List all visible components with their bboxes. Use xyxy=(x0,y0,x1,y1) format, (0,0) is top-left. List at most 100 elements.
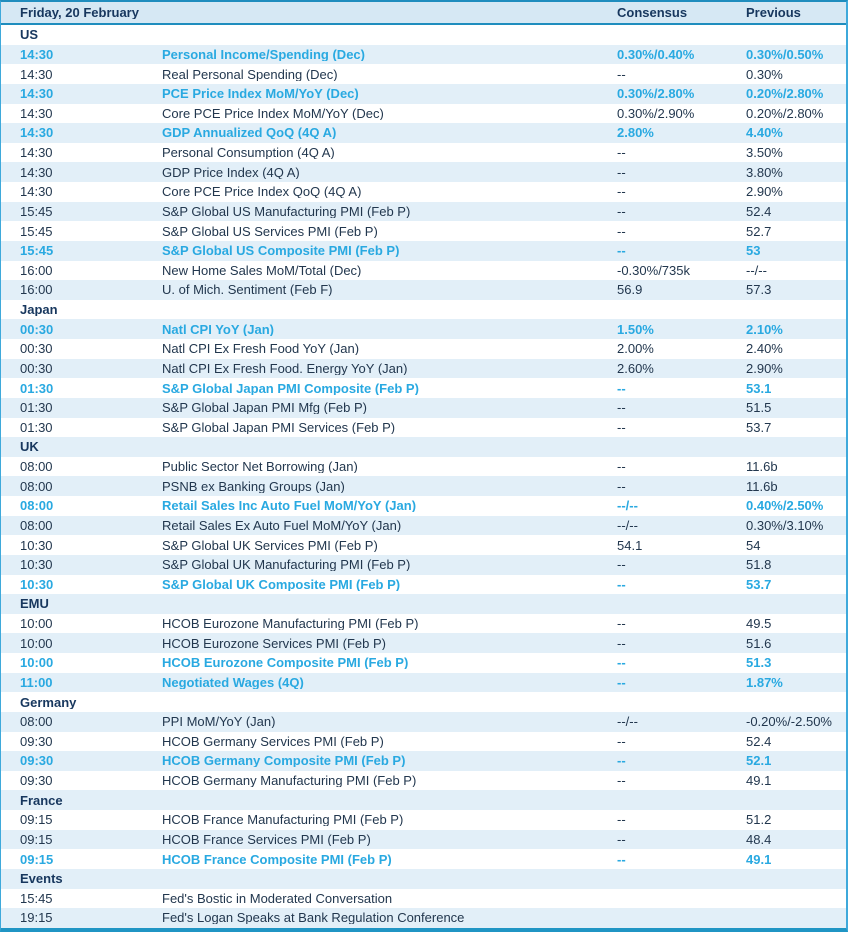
date-title: Friday, 20 February xyxy=(20,6,139,19)
consensus-cell: --/-- xyxy=(617,518,638,532)
time-cell: 09:30 xyxy=(20,754,54,768)
previous-cell: 52.1 xyxy=(746,754,772,768)
table-row: 15:45 S&P Global US Services PMI (Feb P)… xyxy=(1,221,846,241)
previous-cell: 2.90% xyxy=(746,361,783,375)
consensus-cell: 0.30%/0.40% xyxy=(617,47,695,61)
table-row: 10:30 S&P Global UK Composite PMI (Feb P… xyxy=(1,575,846,595)
event-cell: PPI MoM/YoY (Jan) xyxy=(162,715,276,729)
event-cell: Real Personal Spending (Dec) xyxy=(162,67,338,81)
consensus-cell: --/-- xyxy=(617,499,638,513)
table-row: 10:30 S&P Global UK Services PMI (Feb P)… xyxy=(1,535,846,555)
section-header-row: Japan xyxy=(1,300,846,320)
event-cell: S&P Global Japan PMI Composite (Feb P) xyxy=(162,381,419,395)
table-row: 15:45 S&P Global US Manufacturing PMI (F… xyxy=(1,201,846,222)
time-cell: 10:30 xyxy=(20,577,54,591)
table-row: 19:15 Fed's Logan Speaks at Bank Regulat… xyxy=(1,908,846,928)
table-row: 08:00 Retail Sales Ex Auto Fuel MoM/YoY … xyxy=(1,515,846,536)
previous-cell: 0.20%/2.80% xyxy=(746,87,824,101)
event-cell: PSNB ex Banking Groups (Jan) xyxy=(162,479,345,493)
event-cell: Personal Consumption (4Q A) xyxy=(162,146,335,160)
event-cell: HCOB Eurozone Manufacturing PMI (Feb P) xyxy=(162,617,419,631)
consensus-cell: -- xyxy=(617,165,626,179)
consensus-cell: -- xyxy=(617,813,626,827)
event-cell: S&P Global Japan PMI Services (Feb P) xyxy=(162,420,396,434)
consensus-cell: -- xyxy=(617,832,626,846)
event-cell: HCOB Eurozone Services PMI (Feb P) xyxy=(162,636,386,650)
previous-cell: 53 xyxy=(746,244,761,258)
event-cell: Natl CPI Ex Fresh Food YoY (Jan) xyxy=(162,342,360,356)
event-cell: Fed's Bostic in Moderated Conversation xyxy=(162,891,393,905)
previous-cell: 3.80% xyxy=(746,165,783,179)
previous-cell: 52.7 xyxy=(746,224,772,238)
event-cell: S&P Global UK Manufacturing PMI (Feb P) xyxy=(162,558,411,572)
table-header-row: Friday, 20 February Consensus Previous xyxy=(1,2,846,25)
previous-cell: 53.7 xyxy=(746,420,772,434)
event-cell: Natl CPI Ex Fresh Food. Energy YoY (Jan) xyxy=(162,361,408,375)
previous-cell: 53.7 xyxy=(746,577,772,591)
previous-cell: 2.40% xyxy=(746,342,783,356)
previous-cell: -0.20%/-2.50% xyxy=(746,715,832,729)
consensus-cell: -- xyxy=(617,734,626,748)
previous-cell: 2.10% xyxy=(746,322,783,336)
table-row: 09:30 HCOB Germany Services PMI (Feb P) … xyxy=(1,732,846,752)
time-cell: 15:45 xyxy=(20,224,53,238)
table-row: 14:30 Personal Income/Spending (Dec) 0.3… xyxy=(1,44,846,65)
consensus-cell: 0.30%/2.90% xyxy=(617,106,695,120)
consensus-cell: --/-- xyxy=(617,715,638,729)
previous-cell: 49.1 xyxy=(746,852,772,866)
previous-cell: 48.4 xyxy=(746,832,772,846)
consensus-cell: -- xyxy=(617,146,626,160)
section-label: UK xyxy=(20,440,39,454)
time-cell: 00:30 xyxy=(20,361,53,375)
table-row: 08:00 Retail Sales Inc Auto Fuel MoM/YoY… xyxy=(1,496,846,516)
previous-cell: 53.1 xyxy=(746,381,772,395)
consensus-cell: -- xyxy=(617,420,626,434)
table-row: 11:00 Negotiated Wages (4Q) -- 1.87% xyxy=(1,672,846,693)
consensus-cell: 2.60% xyxy=(617,361,654,375)
event-cell: GDP Annualized QoQ (4Q A) xyxy=(162,126,337,140)
table-row: 00:30 Natl CPI Ex Fresh Food YoY (Jan) 2… xyxy=(1,339,846,359)
consensus-cell: -- xyxy=(617,460,626,474)
event-cell: PCE Price Index MoM/YoY (Dec) xyxy=(162,87,359,101)
consensus-cell: -- xyxy=(617,577,626,591)
consensus-cell: 0.30%/2.80% xyxy=(617,87,695,101)
event-cell: HCOB France Services PMI (Feb P) xyxy=(162,832,371,846)
section-header-row: UK xyxy=(1,437,846,457)
time-cell: 09:30 xyxy=(20,734,53,748)
time-cell: 15:45 xyxy=(20,244,54,258)
event-cell: Fed's Logan Speaks at Bank Regulation Co… xyxy=(162,911,465,925)
table-row: 14:30 Real Personal Spending (Dec) -- 0.… xyxy=(1,64,846,84)
event-cell: Retail Sales Ex Auto Fuel MoM/YoY (Jan) xyxy=(162,518,402,532)
time-cell: 19:15 xyxy=(20,911,53,925)
time-cell: 10:00 xyxy=(20,636,53,650)
previous-cell: 0.20%/2.80% xyxy=(746,106,824,120)
section-header-row: France xyxy=(1,790,846,810)
time-cell: 00:30 xyxy=(20,342,53,356)
time-cell: 10:00 xyxy=(20,617,53,631)
time-cell: 01:30 xyxy=(20,420,53,434)
table-row: 09:15 HCOB France Composite PMI (Feb P) … xyxy=(1,849,846,869)
section-header-row: Events xyxy=(1,868,846,889)
section-label: Germany xyxy=(20,695,77,709)
previous-cell: 1.87% xyxy=(746,675,783,689)
time-cell: 10:30 xyxy=(20,538,53,552)
time-cell: 14:30 xyxy=(20,87,54,101)
time-cell: 14:30 xyxy=(20,106,53,120)
consensus-cell: -- xyxy=(617,401,626,415)
table-row: 09:15 HCOB France Services PMI (Feb P) -… xyxy=(1,829,846,850)
table-row: 14:30 GDP Price Index (4Q A) -- 3.80% xyxy=(1,162,846,182)
section-label: EMU xyxy=(20,597,49,611)
consensus-cell: -- xyxy=(617,558,626,572)
event-cell: Retail Sales Inc Auto Fuel MoM/YoY (Jan) xyxy=(162,499,417,513)
consensus-cell: -- xyxy=(617,185,626,199)
event-cell: S&P Global US Composite PMI (Feb P) xyxy=(162,244,400,258)
table-row: 16:00 U. of Mich. Sentiment (Feb F) 56.9… xyxy=(1,280,846,300)
previous-cell: 49.1 xyxy=(746,774,772,788)
previous-cell: 0.30% xyxy=(746,67,783,81)
consensus-cell: 2.00% xyxy=(617,342,654,356)
consensus-cell: -- xyxy=(617,204,626,218)
table-row: 14:30 PCE Price Index MoM/YoY (Dec) 0.30… xyxy=(1,83,846,104)
event-cell: S&P Global Japan PMI Mfg (Feb P) xyxy=(162,401,367,415)
consensus-cell: 56.9 xyxy=(617,283,643,297)
